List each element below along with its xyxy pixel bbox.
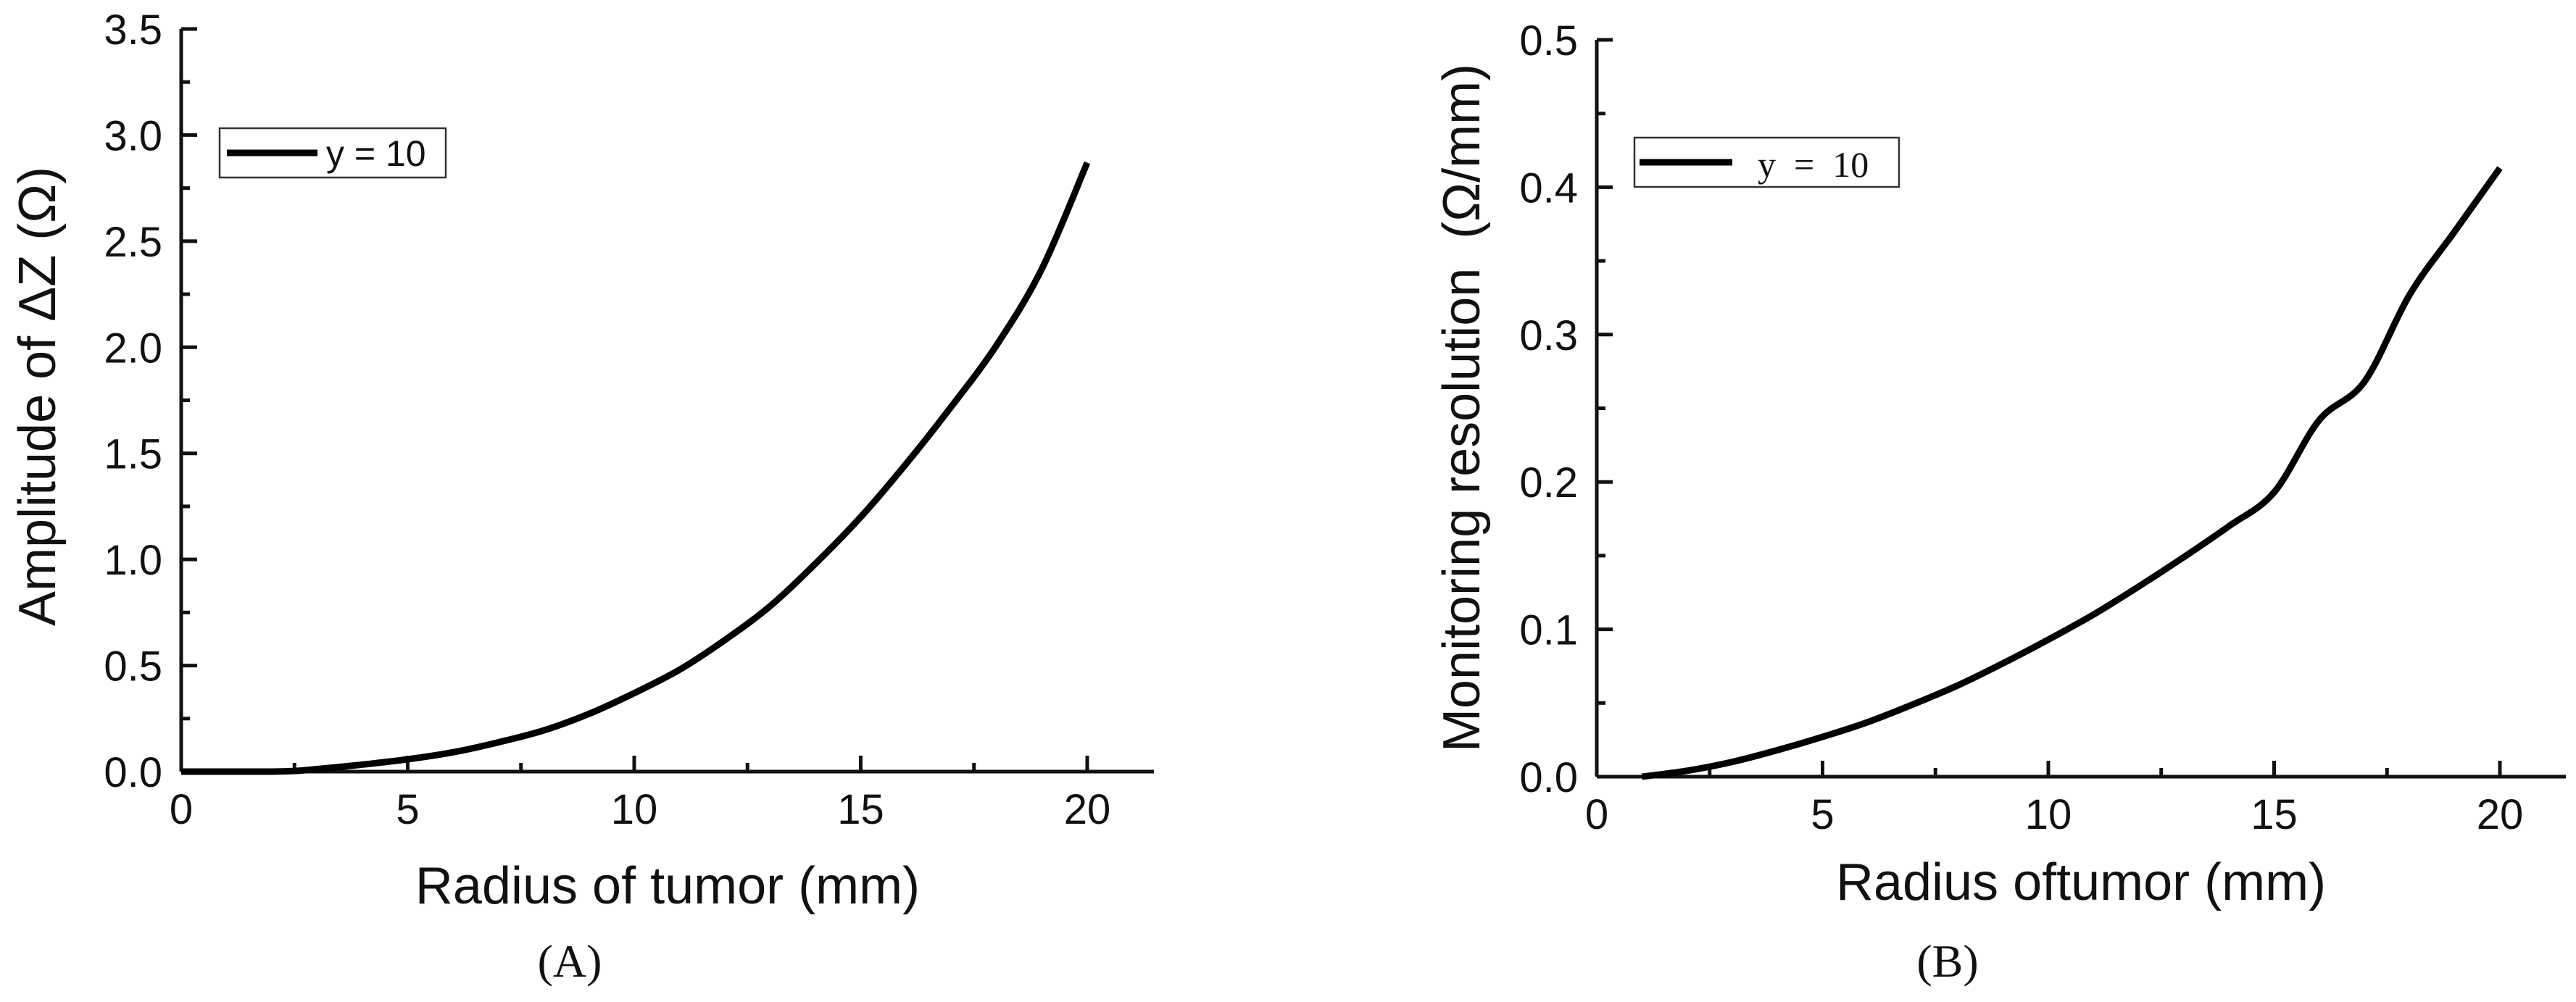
panel-a-y-tick-label: 2.5: [104, 219, 162, 266]
panel-b-x-tick-label: 20: [2477, 791, 2524, 838]
panel-a-y-tick-label: 1.0: [104, 537, 162, 584]
panel-a-y-axis-title: Amplitude of ΔZ (Ω): [9, 167, 67, 626]
panel-a-series-line: [181, 161, 1091, 775]
panel-b-y-tick-label: 0.1: [1519, 607, 1578, 654]
panel-b-legend-label: y = 10: [1758, 144, 1869, 185]
panel-a: 0 5 10 15 200.00.51.01.52.02.53.03.5 y = 10 …: [9, 7, 1154, 987]
panel-b-y-tick-label: 0.3: [1519, 312, 1578, 359]
panel-b-y-tick-label: 0.5: [1519, 17, 1578, 64]
panel-b-series-line: [1641, 166, 2503, 780]
panel-b-x-tick-label: 15: [2251, 791, 2298, 838]
panel-a-y-tick-label: 3.5: [104, 7, 162, 54]
panel-b-x-axis-title: Radius oftumor (mm): [1836, 853, 2326, 911]
panel-b-x-tick-label: 5: [1811, 791, 1834, 838]
panel-b-y-tick-label: 0.2: [1519, 459, 1578, 506]
panel-b-x-tick-label: 10: [2025, 791, 2072, 838]
panel-a-y-tick-label: 1.5: [104, 431, 162, 478]
panel-a-y-tick-label: 3.0: [104, 112, 162, 159]
panel-a-y-tick-label: 2.0: [104, 325, 162, 372]
panel-b-y-axis-title: Monitoring resolution (Ω/mm): [1433, 64, 1491, 752]
panel-a-x-tick-label: 20: [1064, 786, 1111, 833]
panel-a-x-tick-label: 10: [611, 786, 658, 833]
panel-b-legend: y = 10: [1633, 136, 1900, 188]
panel-a-legend-label: y = 10: [326, 133, 426, 174]
panel-a-y-tick-label: 0.0: [104, 749, 162, 796]
panel-b-y-tick-label: 0.0: [1519, 754, 1578, 801]
panel-a-x-tick-label: 0: [170, 786, 193, 833]
panel-a-legend: y = 10: [218, 127, 447, 179]
panel-a-x-tick-label: 15: [837, 786, 884, 833]
panel-a-x-tick-label: 5: [396, 786, 419, 833]
panel-b-y-tick-label: 0.4: [1519, 164, 1578, 212]
panel-b: 0 5 10 15 20 0.0 0.1 0.2 0.3 0.4 0.5 y = 10 Radius…: [1433, 17, 2566, 987]
panel-b-caption: (B): [1916, 935, 1978, 987]
panel-a-x-axis-title: Radius of tumor (mm): [415, 857, 920, 915]
panel-a-y-tick-label: 0.5: [104, 643, 162, 690]
panel-a-caption: (A): [538, 935, 602, 987]
panel-b-x-tick-label: 0: [1585, 791, 1608, 838]
